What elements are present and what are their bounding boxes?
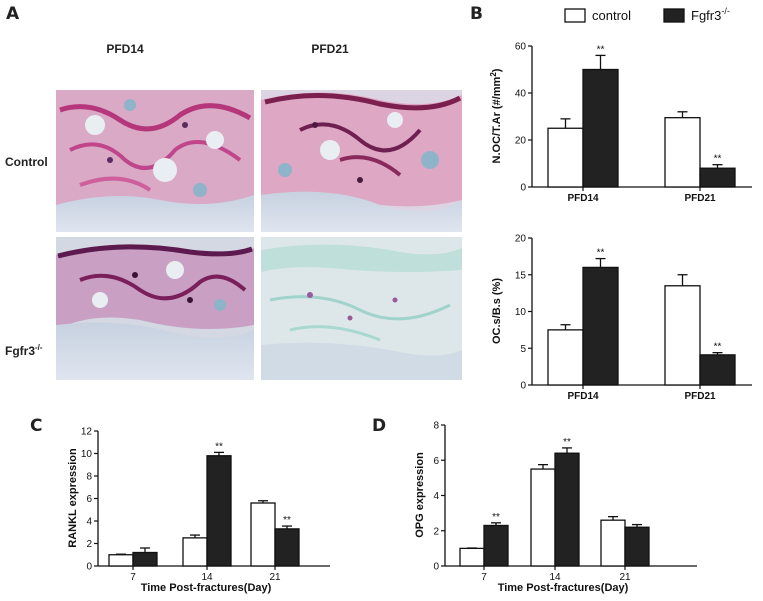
bar-fgfr3 (699, 167, 736, 188)
bar-control (547, 127, 584, 188)
y-tick-label: 20 (515, 136, 527, 147)
legend-swatch-fgfr3 (663, 8, 685, 23)
legend-swatch-control (564, 8, 586, 23)
significance-marker: ** (714, 342, 722, 353)
legend-label-control: control (592, 8, 631, 23)
bar-fgfr3 (132, 551, 158, 567)
y-tick-label: 4 (86, 517, 92, 528)
panel-a: A PFD14 PFD21 Control Fgfr3-/- (5, 4, 462, 380)
y-tick-label: 8 (86, 472, 92, 483)
significance-marker: ** (597, 248, 605, 259)
x-tick-label: 14 (549, 572, 561, 583)
micrograph-control-pfd21 (261, 90, 462, 232)
bar-fgfr3 (582, 266, 619, 386)
bar-fgfr3 (699, 354, 736, 386)
y-axis-label: OC.s/B.s (%) (491, 278, 503, 344)
y-tick-label: 2 (86, 539, 92, 550)
col-header-pfd21: PFD21 (311, 42, 349, 56)
row-label-fgfr3: Fgfr3-/- (5, 343, 43, 358)
bar-fgfr3 (206, 455, 232, 567)
col-header-pfd14: PFD14 (106, 42, 144, 56)
significance-marker: ** (563, 437, 571, 448)
y-tick-label: 4 (433, 491, 439, 502)
significance-marker: ** (597, 44, 605, 55)
x-tick-label: PFD14 (567, 391, 599, 402)
micrograph-fgfr3-pfd14 (56, 237, 254, 380)
bar-fgfr3 (274, 528, 300, 567)
x-tick-label: PFD21 (684, 193, 716, 204)
y-tick-label: 0 (520, 381, 526, 392)
y-tick-label: 10 (81, 449, 93, 460)
micrograph-control-pfd14 (56, 90, 254, 232)
y-tick-label: 60 (515, 42, 527, 53)
bar-control (182, 537, 208, 567)
bar-fgfr3 (483, 524, 509, 567)
legend-label-fgfr3: Fgfr3-/- (691, 6, 730, 23)
bar-control (547, 329, 584, 386)
significance-marker: ** (714, 154, 722, 165)
bar-control (459, 547, 485, 567)
x-tick-label: 7 (481, 572, 487, 583)
y-tick-label: 15 (515, 270, 527, 281)
y-tick-label: 5 (520, 344, 526, 355)
significance-marker: ** (283, 515, 291, 526)
bar-control (664, 285, 701, 386)
y-axis-label-end: ) (491, 68, 503, 72)
x-axis-label: Time Post-fractures(Day) (141, 582, 272, 594)
y-axis-label-sup: 2 (489, 72, 498, 77)
significance-marker: ** (492, 512, 500, 523)
y-tick-label: 6 (433, 456, 439, 467)
panel-letter: C (30, 416, 42, 436)
legend: control Fgfr3-/- (564, 6, 730, 23)
bar-control (108, 554, 134, 567)
x-tick-label: PFD14 (567, 193, 599, 204)
x-tick-label: 21 (269, 572, 281, 583)
bar-control (250, 502, 276, 567)
y-tick-label: 8 (433, 421, 439, 432)
bar-fgfr3 (554, 452, 580, 567)
y-tick-label: 20 (515, 234, 527, 245)
y-tick-label: 12 (81, 427, 93, 438)
y-tick-label: 0 (520, 183, 526, 194)
x-tick-label: 14 (201, 572, 213, 583)
y-axis-label: N.OC/T.Ar (#/mm2) (489, 68, 503, 163)
y-axis-label-base: N.OC/T.Ar (#/mm (491, 76, 503, 163)
bar-control (530, 468, 556, 567)
panel-letter: B (470, 4, 483, 24)
y-tick-label: 10 (515, 307, 527, 318)
chart-d: D 0 2 4 6 8 OPG expression Time Post-fractures(… (372, 416, 697, 594)
micrograph-fgfr3-pfd21 (261, 237, 462, 380)
bar-fgfr3 (582, 68, 619, 188)
y-axis-label: RANKL expression (67, 448, 79, 548)
y-tick-label: 0 (86, 562, 92, 573)
chart-b-bottom: 0 5 10 15 20 OC.s/B.s (%) PFD14 ** PFD21 ** (491, 234, 752, 402)
y-tick-label: 6 (86, 494, 92, 505)
y-tick-label: 2 (433, 526, 439, 537)
x-axis-label: Time Post-fractures(Day) (498, 582, 629, 594)
y-axis-label: OPG expression (414, 452, 426, 538)
panel-letter: D (372, 416, 386, 436)
row-label-control: Control (5, 155, 48, 169)
panel-a-letter: A (6, 4, 20, 24)
y-tick-label: 0 (433, 562, 439, 573)
bar-fgfr3 (624, 526, 650, 567)
bar-control (664, 117, 701, 188)
x-tick-label: PFD21 (684, 391, 716, 402)
bar-control (600, 519, 626, 567)
significance-marker: ** (215, 441, 223, 452)
x-tick-label: 7 (130, 572, 136, 583)
x-tick-label: 21 (619, 572, 631, 583)
chart-b-top: B 0 20 40 60 N.OC/T.Ar (#/mm2) PFD14 ** PFD21 ** (470, 4, 752, 204)
y-tick-label: 40 (515, 89, 527, 100)
